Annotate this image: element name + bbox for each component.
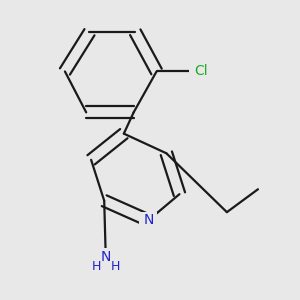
Text: N: N xyxy=(100,250,111,264)
Bar xyxy=(93,248,119,271)
Text: H: H xyxy=(91,260,101,273)
Text: Cl: Cl xyxy=(194,64,208,79)
Text: H: H xyxy=(111,260,120,273)
Text: N: N xyxy=(143,213,154,227)
Bar xyxy=(189,63,215,80)
Bar xyxy=(140,212,158,229)
